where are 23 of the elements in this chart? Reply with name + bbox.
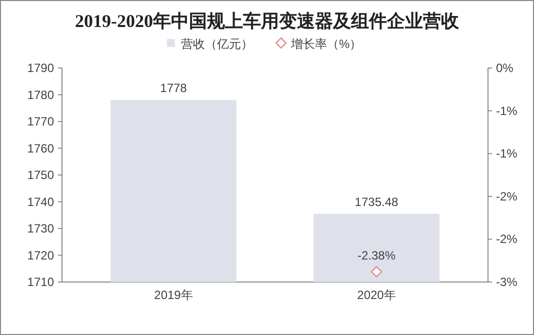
y2-tick-label: -3% xyxy=(496,275,518,289)
y-tick-label: 1710 xyxy=(27,275,54,289)
y-tick-label: 1740 xyxy=(27,194,54,209)
y2-tick-label: -2% xyxy=(496,189,518,204)
data-label: 1735.48 xyxy=(354,194,399,209)
chart-title: 2019-2020年中国规上车用变速器及组件企业营收 xyxy=(75,11,460,31)
y-tick-label: 1790 xyxy=(27,61,54,75)
y-tick-label: 1750 xyxy=(27,168,54,182)
data-label: 1778 xyxy=(160,81,188,96)
data-label: -2.38% xyxy=(357,248,396,263)
y-tick-label: 1770 xyxy=(27,114,54,128)
x-tick-label: 2019年 xyxy=(154,288,193,302)
legend-label: 增长率（%） xyxy=(290,37,362,51)
legend-label: 营收（亿元） xyxy=(181,37,253,51)
y2-tick-label: 0% xyxy=(496,61,514,75)
y2-tick-label: -2% xyxy=(496,232,518,246)
y-tick-label: 1780 xyxy=(27,88,54,102)
y-tick-label: 1760 xyxy=(27,141,54,156)
y-tick-label: 1720 xyxy=(27,248,54,262)
y-tick-label: 1730 xyxy=(27,222,54,236)
x-tick-label: 2020年 xyxy=(357,288,396,302)
y2-tick-label: -1% xyxy=(496,146,518,161)
y2-tick-label: -1% xyxy=(496,104,518,118)
